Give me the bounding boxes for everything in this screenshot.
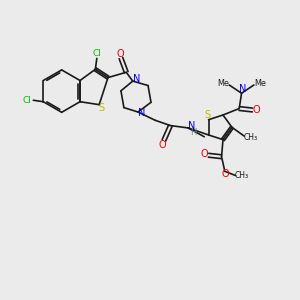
Text: O: O <box>117 49 124 59</box>
Text: Me: Me <box>254 79 266 88</box>
Text: O: O <box>253 105 260 115</box>
Text: N: N <box>239 84 246 94</box>
Text: Cl: Cl <box>92 49 101 58</box>
Text: Cl: Cl <box>23 96 32 105</box>
Text: Me: Me <box>217 79 229 88</box>
Text: O: O <box>222 169 229 179</box>
Text: O: O <box>159 140 166 150</box>
Text: N: N <box>188 121 196 130</box>
Text: O: O <box>201 149 208 159</box>
Text: CH₃: CH₃ <box>235 171 249 180</box>
Text: N: N <box>133 74 140 84</box>
Text: S: S <box>98 103 105 113</box>
Text: H: H <box>190 128 196 137</box>
Text: CH₃: CH₃ <box>244 133 258 142</box>
Text: S: S <box>205 110 211 120</box>
Text: N: N <box>139 108 146 118</box>
